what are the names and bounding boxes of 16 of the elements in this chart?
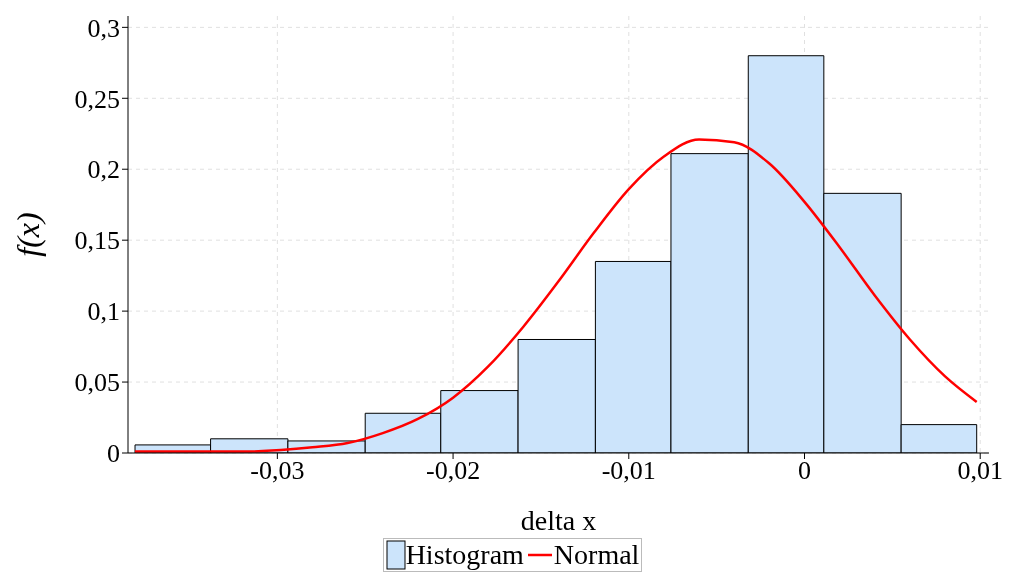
y-tick-label: 0,2 <box>87 155 120 185</box>
y-tick-label: 0,3 <box>87 13 120 43</box>
x-tick-label: 0 <box>798 456 811 486</box>
y-tick-label: 0,25 <box>74 84 120 114</box>
legend-label: Normal <box>553 539 640 571</box>
x-tick-label: -0,02 <box>425 456 481 486</box>
y-tick-label: 0,1 <box>87 297 120 327</box>
line-series <box>133 138 978 453</box>
x-tick-label: -0,01 <box>601 456 656 486</box>
x-tick-label: 0,01 <box>957 456 1003 486</box>
y-axis-title: f(x) <box>10 212 47 257</box>
x-tick-label: -0,03 <box>250 456 305 486</box>
x-axis-title: delta x <box>520 505 597 536</box>
y-tick-label: 0,15 <box>74 226 120 256</box>
legend-label: Histogram <box>405 539 524 571</box>
y-tick-label: 0,05 <box>74 368 120 398</box>
